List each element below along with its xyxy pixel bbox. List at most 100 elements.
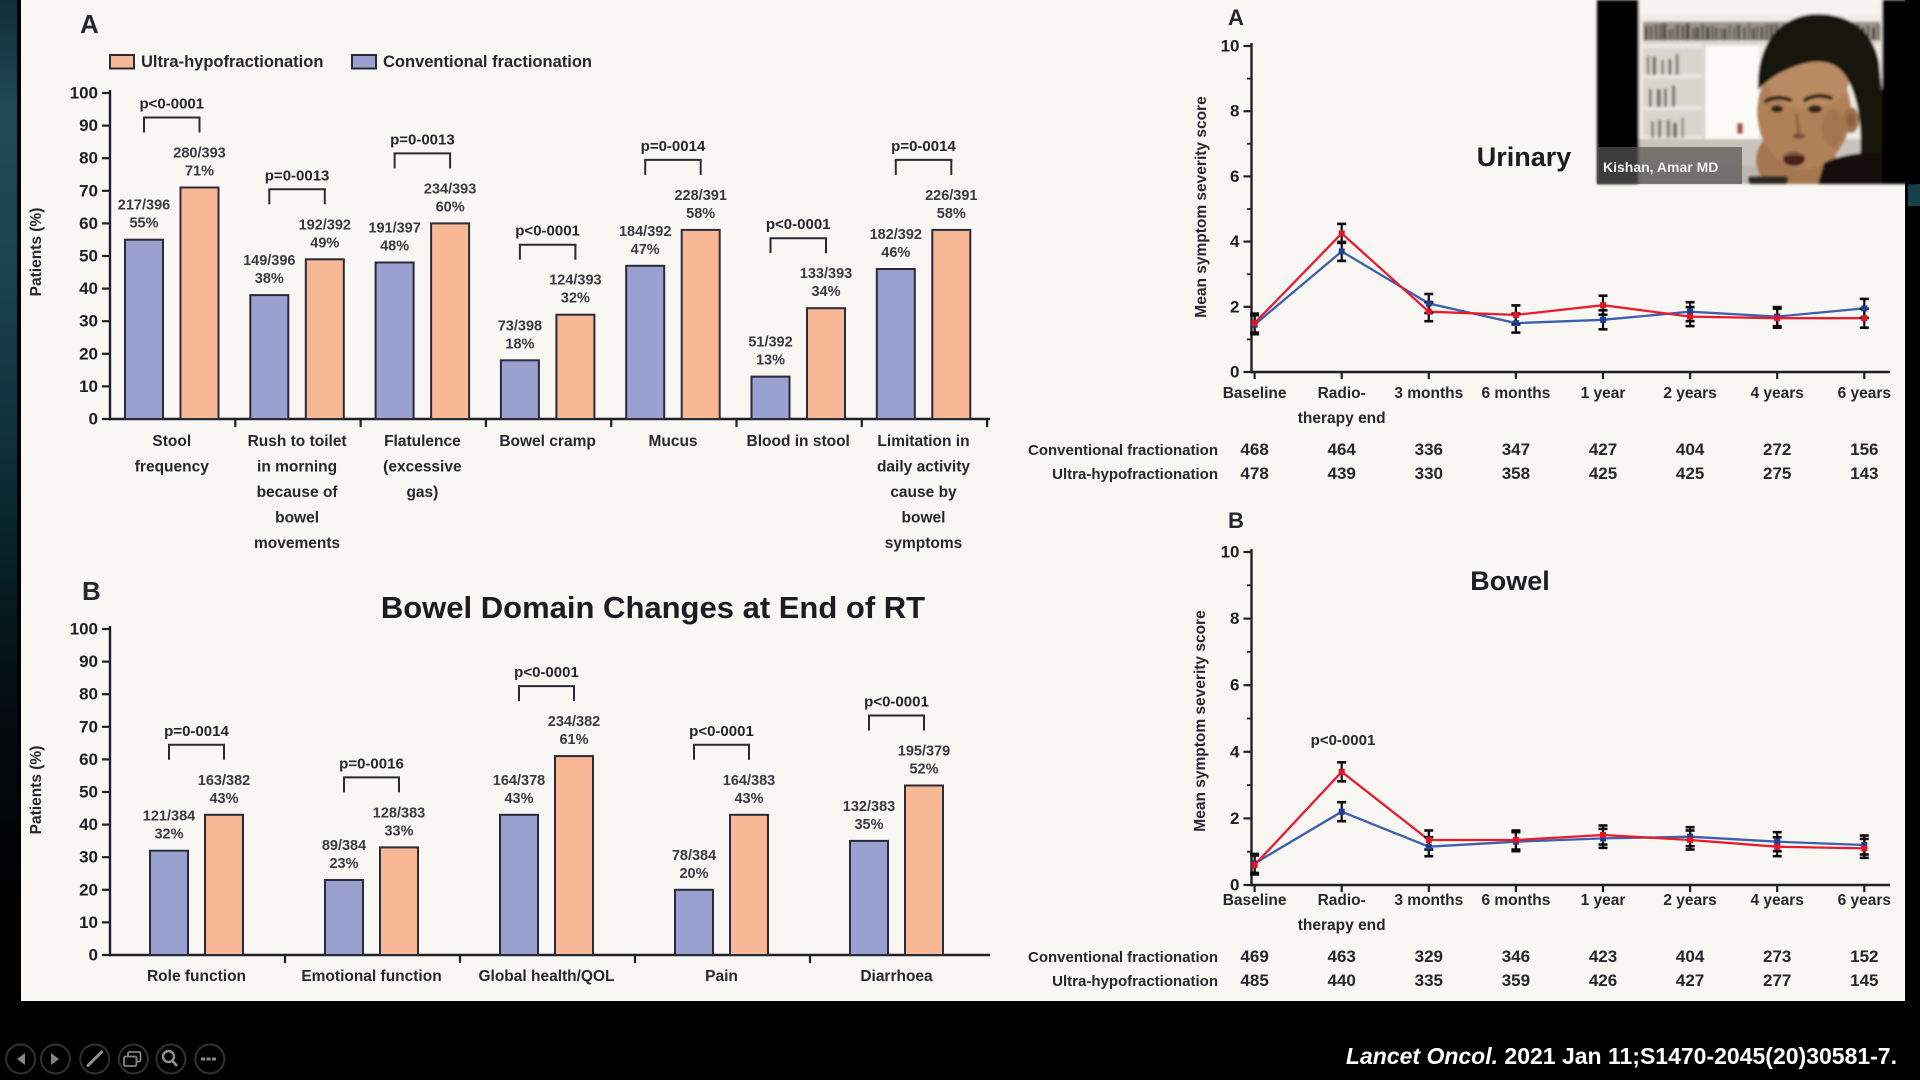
svg-text:347: 347	[1502, 440, 1530, 459]
svg-text:p<0-0001: p<0-0001	[766, 216, 831, 233]
svg-text:425: 425	[1676, 464, 1704, 483]
svg-text:440: 440	[1328, 971, 1356, 990]
svg-text:Mucus: Mucus	[648, 433, 697, 450]
svg-text:p=0-0013: p=0-0013	[265, 167, 330, 184]
svg-text:192/392: 192/392	[299, 217, 351, 233]
svg-text:B: B	[1228, 508, 1244, 533]
svg-text:therapy end: therapy end	[1298, 917, 1386, 934]
svg-text:6: 6	[1230, 676, 1239, 695]
svg-text:A: A	[80, 9, 99, 39]
svg-text:43%: 43%	[209, 791, 238, 807]
svg-text:Ultra-hypofractionation: Ultra-hypofractionation	[141, 53, 323, 71]
svg-text:20%: 20%	[679, 866, 708, 882]
svg-text:p=0-0014: p=0-0014	[164, 723, 229, 740]
svg-text:Ultra-hypofractionation: Ultra-hypofractionation	[1052, 466, 1218, 483]
svg-text:Flatulence: Flatulence	[384, 433, 461, 450]
svg-text:Mean symptom severity score: Mean symptom severity score	[1193, 96, 1210, 318]
svg-text:symptoms: symptoms	[885, 535, 963, 552]
svg-text:p<0-0001: p<0-0001	[864, 694, 929, 711]
svg-text:10: 10	[79, 913, 98, 932]
svg-text:164/378: 164/378	[493, 773, 545, 789]
svg-text:A: A	[1228, 5, 1244, 30]
svg-text:100: 100	[70, 84, 98, 103]
svg-text:Conventional fractionation: Conventional fractionation	[383, 53, 592, 71]
svg-text:426: 426	[1589, 971, 1617, 990]
svg-text:49%: 49%	[310, 235, 339, 251]
svg-text:10: 10	[79, 377, 98, 396]
svg-text:2 years: 2 years	[1663, 892, 1716, 909]
svg-text:daily activity: daily activity	[877, 459, 970, 476]
svg-text:61%: 61%	[559, 732, 588, 748]
svg-text:464: 464	[1328, 440, 1357, 459]
svg-text:330: 330	[1415, 464, 1443, 483]
svg-text:43%: 43%	[504, 791, 533, 807]
svg-text:18%: 18%	[505, 336, 534, 352]
svg-text:B: B	[82, 576, 101, 606]
svg-text:277: 277	[1763, 971, 1791, 990]
svg-text:272: 272	[1763, 440, 1791, 459]
svg-text:10: 10	[1221, 543, 1240, 562]
svg-text:182/392: 182/392	[870, 227, 922, 243]
svg-text:Patients (%): Patients (%)	[28, 208, 45, 297]
svg-text:50: 50	[79, 247, 98, 266]
svg-text:Pain: Pain	[705, 968, 738, 985]
svg-text:32%: 32%	[561, 291, 590, 307]
svg-text:100: 100	[70, 620, 98, 639]
svg-text:43%: 43%	[734, 791, 763, 807]
svg-text:13%: 13%	[756, 353, 785, 369]
svg-text:217/396: 217/396	[118, 198, 170, 214]
svg-text:0: 0	[1230, 363, 1239, 382]
svg-text:60%: 60%	[436, 199, 465, 215]
svg-text:Patients (%): Patients (%)	[28, 746, 45, 835]
svg-text:280/393: 280/393	[173, 146, 225, 162]
svg-text:Limitation in: Limitation in	[877, 433, 969, 450]
svg-text:128/383: 128/383	[373, 805, 425, 821]
svg-text:Conventional fractionation: Conventional fractionation	[1028, 442, 1218, 459]
svg-text:1 year: 1 year	[1581, 385, 1626, 402]
svg-text:89/384: 89/384	[322, 838, 366, 854]
svg-text:46%: 46%	[881, 245, 910, 261]
svg-text:58%: 58%	[686, 206, 715, 222]
svg-text:p<0-0001: p<0-0001	[515, 223, 580, 240]
svg-text:58%: 58%	[937, 206, 966, 222]
svg-text:4 years: 4 years	[1750, 385, 1803, 402]
svg-text:Bowel Domain Changes at End of: Bowel Domain Changes at End of RT	[381, 590, 925, 625]
svg-text:10: 10	[1221, 37, 1240, 56]
svg-text:movements: movements	[254, 535, 340, 552]
svg-text:0: 0	[89, 946, 98, 965]
svg-text:6 years: 6 years	[1838, 385, 1891, 402]
svg-text:4: 4	[1230, 232, 1240, 251]
svg-text:p<0-0001: p<0-0001	[1311, 732, 1376, 749]
svg-text:Emotional function: Emotional function	[301, 968, 441, 985]
svg-text:329: 329	[1415, 947, 1443, 966]
svg-text:p=0-0016: p=0-0016	[339, 755, 404, 772]
svg-text:(excessive: (excessive	[383, 459, 462, 476]
svg-text:0: 0	[89, 410, 98, 429]
svg-text:90: 90	[79, 116, 98, 135]
svg-text:33%: 33%	[384, 823, 413, 839]
svg-text:6: 6	[1230, 167, 1239, 186]
svg-text:Lancet Oncol. 2021 Jan 11;S147: Lancet Oncol. 2021 Jan 11;S1470-2045(20)…	[1346, 1043, 1897, 1069]
svg-text:195/379: 195/379	[898, 744, 950, 760]
svg-text:55%: 55%	[129, 216, 158, 232]
svg-text:273: 273	[1763, 947, 1791, 966]
svg-text:bowel: bowel	[902, 510, 946, 527]
svg-text:60: 60	[79, 214, 98, 233]
svg-text:Role function: Role function	[147, 968, 246, 985]
svg-text:3 months: 3 months	[1394, 892, 1463, 909]
svg-text:therapy end: therapy end	[1298, 410, 1386, 427]
svg-text:Urinary: Urinary	[1477, 142, 1572, 172]
svg-text:40: 40	[79, 815, 98, 834]
svg-text:34%: 34%	[811, 284, 840, 300]
svg-text:p=0-0014: p=0-0014	[641, 138, 706, 155]
svg-text:gas): gas)	[406, 484, 438, 501]
svg-text:4: 4	[1230, 742, 1240, 761]
svg-text:Bowel: Bowel	[1470, 566, 1550, 596]
svg-text:frequency: frequency	[135, 459, 209, 476]
svg-text:2 years: 2 years	[1663, 385, 1716, 402]
svg-text:Bowel cramp: Bowel cramp	[499, 433, 595, 450]
svg-text:6 months: 6 months	[1481, 892, 1550, 909]
svg-text:404: 404	[1676, 440, 1705, 459]
svg-text:90: 90	[79, 652, 98, 671]
svg-text:8: 8	[1230, 609, 1239, 628]
